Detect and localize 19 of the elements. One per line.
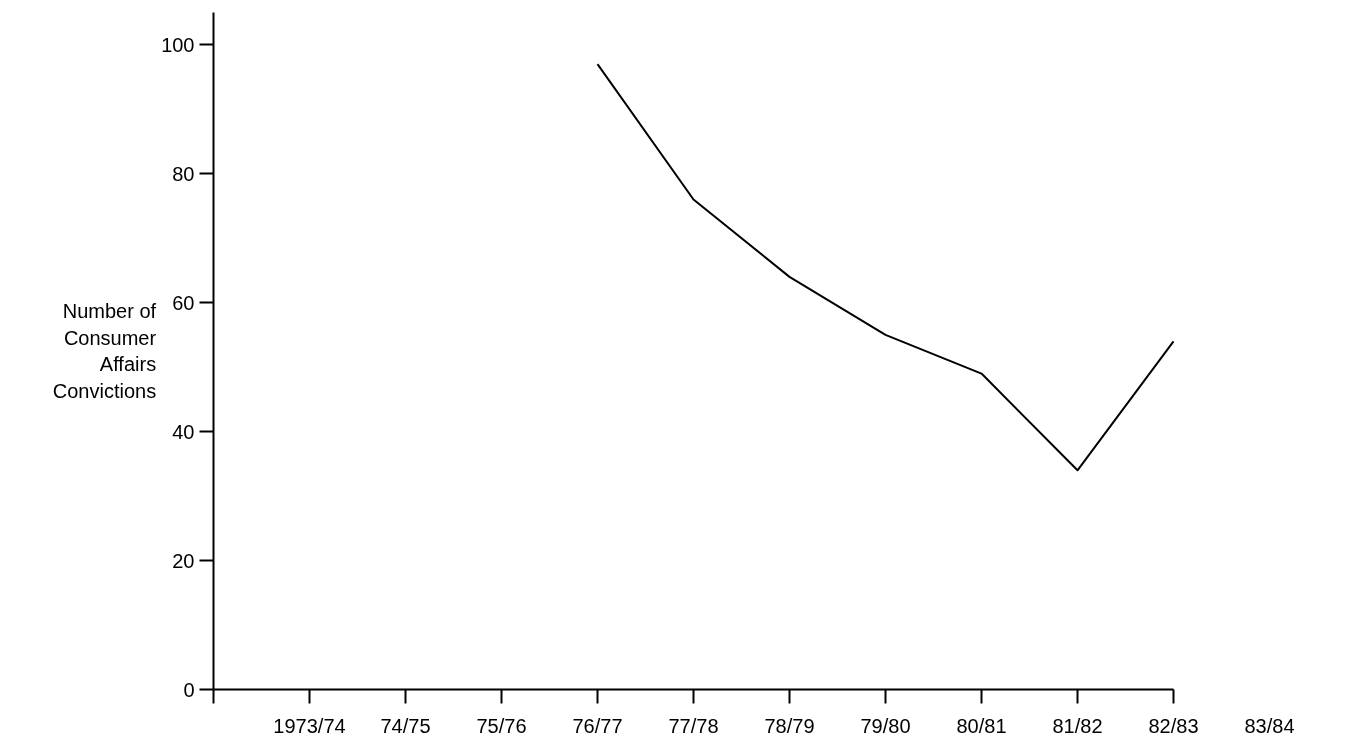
x-tick-label: 1973/74	[273, 714, 346, 737]
x-tick-label: 80/81	[956, 714, 1007, 737]
y-tick-label: 80	[172, 162, 195, 185]
x-tick-label: 79/80	[860, 714, 911, 737]
y-tick-label: 40	[172, 420, 195, 443]
x-tick-label: 78/79	[764, 714, 815, 737]
x-tick-label: 82/83	[1148, 714, 1199, 737]
x-tick-label: 81/82	[1052, 714, 1103, 737]
y-axis-title: Number of Consumer Affairs Convictions	[52, 300, 157, 402]
y-tick-label: 0	[183, 678, 195, 701]
x-tick-label: 74/75	[380, 714, 431, 737]
x-tick-label: 77/78	[668, 714, 719, 737]
line-series	[596, 63, 1175, 472]
x-tick-label: 76/77	[572, 714, 623, 737]
y-tick-label: 60	[172, 291, 195, 314]
y-tick-label: 20	[172, 549, 195, 572]
x-tick-label: 75/76	[476, 714, 527, 737]
x-tick-label: 83/84	[1244, 714, 1295, 737]
y-tick-label: 100	[161, 33, 195, 56]
